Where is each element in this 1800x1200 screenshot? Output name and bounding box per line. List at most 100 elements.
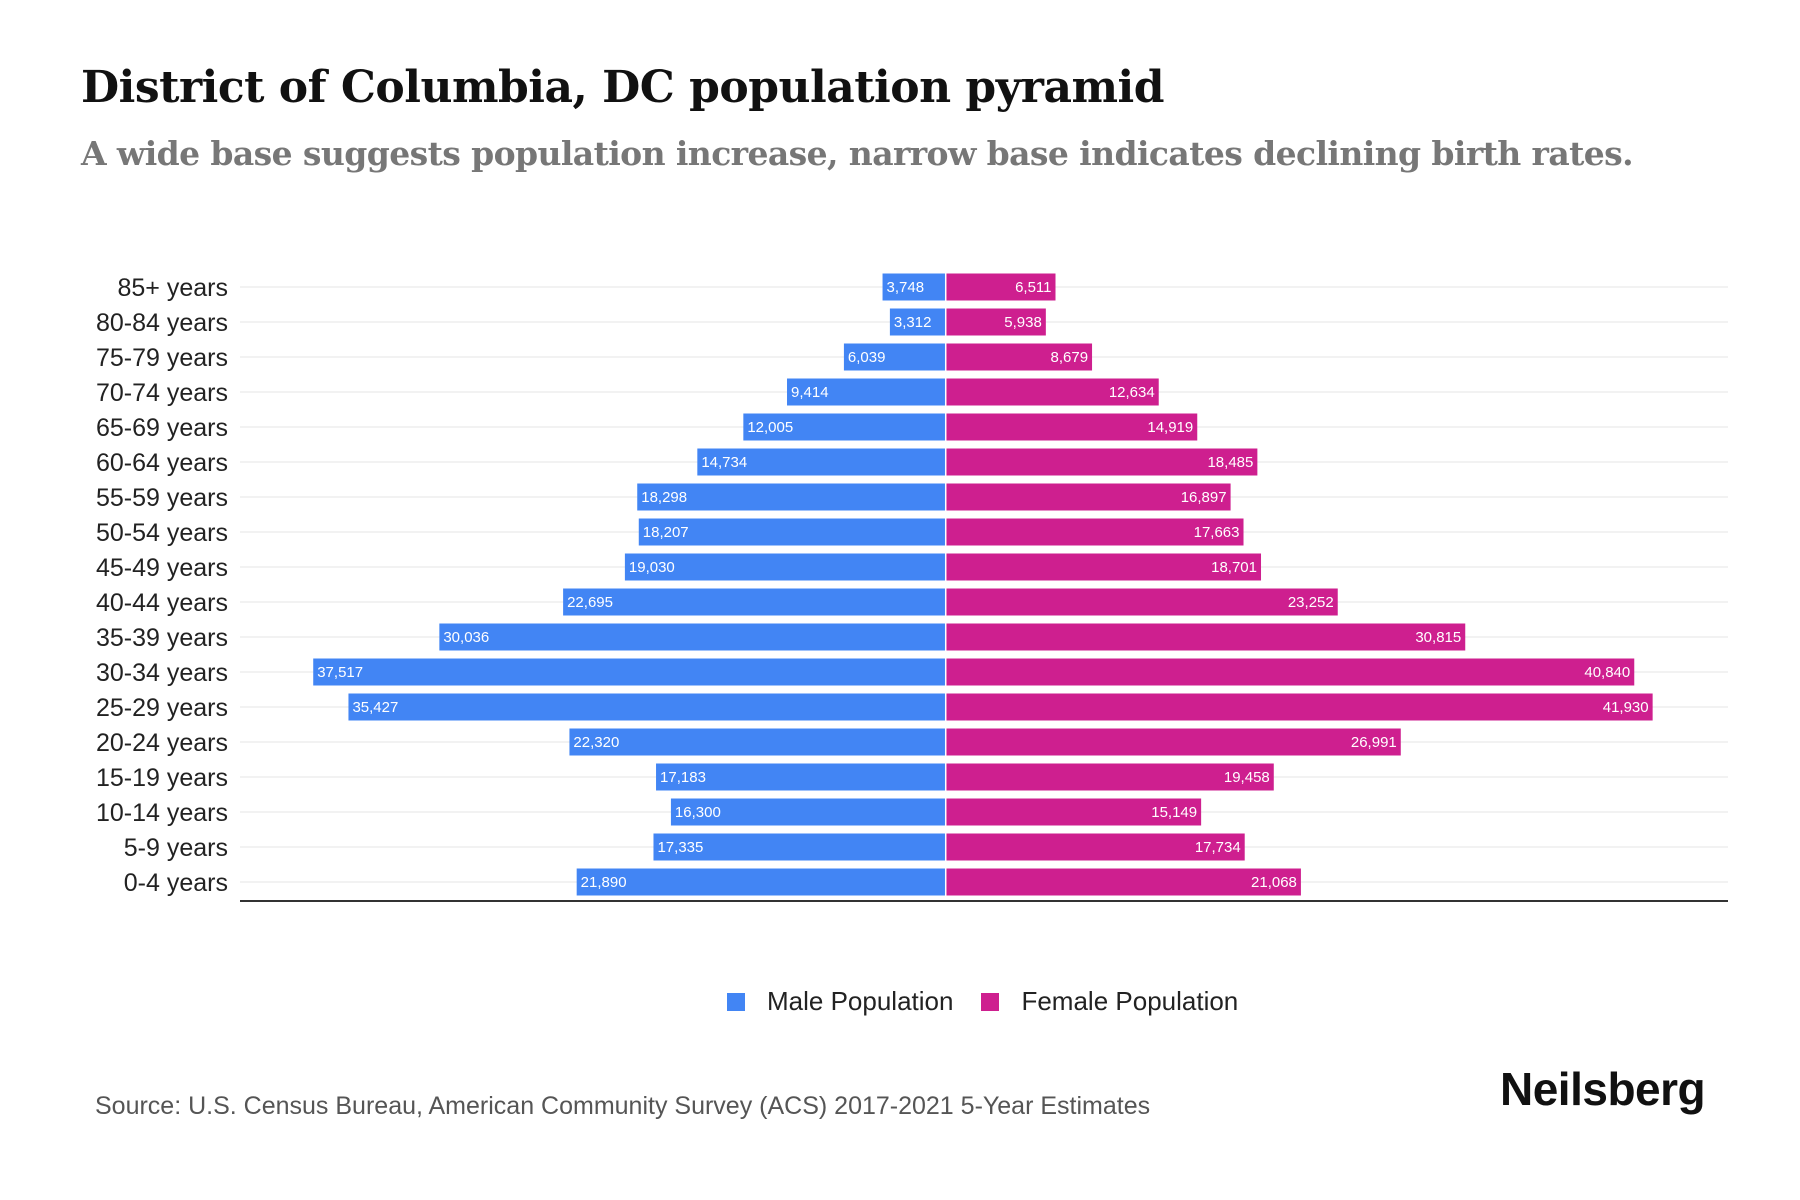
bar-label-female: 41,930 [1603,699,1649,716]
bar-male [787,378,946,406]
bar-female [945,553,1262,581]
row-label: 80-84 years [96,309,228,337]
row-label: 30-34 years [96,659,228,687]
legend-label-male: Male Population [767,986,954,1016]
bar-label-male: 12,005 [747,419,793,436]
bar-label-male: 18,298 [641,489,687,506]
bars: 3,748 6,511 3,312 5,938 6,039 8,679 9,414 12,63… [313,273,1653,896]
bar-female [945,413,1198,441]
legend-item-male[interactable]: Male Population [727,986,953,1017]
bar-female [945,343,1093,371]
bar-label-female: 40,840 [1584,664,1630,681]
bar-label-female: 8,679 [1051,349,1089,366]
bar-label-female: 15,149 [1151,804,1197,821]
bar-label-male: 22,695 [567,594,613,611]
source-note: Source: U.S. Census Bureau, American Com… [95,1092,1151,1120]
bar-label-female: 19,458 [1224,769,1270,786]
bar-label-female: 17,734 [1195,839,1241,856]
row-label: 5-9 years [124,834,228,862]
row-label: 55-59 years [96,484,228,512]
row-label: 60-64 years [96,449,228,477]
bar-male [697,448,946,476]
bar-male [439,623,946,651]
row-label: 75-79 years [96,344,228,372]
bar-label-male: 3,748 [887,279,925,296]
bar-label-male: 16,300 [675,804,721,821]
bar-male [569,728,946,756]
bar-label-female: 14,919 [1147,419,1193,436]
row-label: 40-44 years [96,589,228,617]
bar-female [945,833,1245,861]
row-label: 65-69 years [96,414,228,442]
bar-male [743,413,946,441]
bar-label-male: 17,335 [657,839,703,856]
legend-label-female: Female Population [1021,986,1239,1016]
bar-label-female: 12,634 [1109,384,1155,401]
bar-label-male: 6,039 [848,349,886,366]
row-label: 85+ years [118,274,229,302]
bar-female [945,518,1244,546]
row-label: 15-19 years [96,764,228,792]
bar-label-male: 3,312 [894,314,932,331]
row-label: 10-14 years [96,799,228,827]
bar-female [945,273,1056,301]
bar-male [348,693,946,721]
bar-label-female: 6,511 [1015,279,1051,296]
bar-label-female: 30,815 [1415,629,1461,646]
chart-subtitle: A wide base suggests population increase… [81,134,1634,173]
bar-label-male: 30,036 [443,629,489,646]
bar-label-female: 23,252 [1288,594,1334,611]
bar-label-female: 17,663 [1194,524,1240,541]
row-label: 45-49 years [96,554,228,582]
bar-label-female: 21,068 [1251,874,1297,891]
bar-label-male: 9,414 [791,384,829,401]
bar-label-male: 19,030 [629,559,675,576]
row-label: 70-74 years [96,379,228,407]
bar-female [945,728,1401,756]
bar-female [945,868,1301,896]
gridlines [240,286,1728,883]
legend-item-female[interactable]: Female Population [981,986,1238,1017]
bar-label-female: 18,485 [1207,454,1253,471]
row-label: 50-54 years [96,519,228,547]
row-label: 35-39 years [96,624,228,652]
bar-male [843,343,946,371]
chart-title: District of Columbia, DC population pyra… [81,62,1165,113]
legend-swatch-male [727,992,745,1011]
bar-male [563,588,946,616]
bar-female [945,588,1338,616]
bar-female [945,763,1274,791]
bar-female [945,798,1202,826]
bar-label-male: 18,207 [643,524,689,541]
bar-label-female: 26,991 [1351,734,1397,751]
bar-female [945,483,1231,511]
row-label: 0-4 years [124,869,228,897]
row-label: 20-24 years [96,729,228,757]
bar-label-male: 21,890 [581,874,627,891]
bar-label-male: 17,183 [660,769,706,786]
bar-male [637,483,946,511]
bar-male [889,308,946,336]
row-labels: 85+ years 80-84 years 75-79 years 70-74 yea… [96,274,228,897]
bar-label-male: 14,734 [701,454,747,471]
bar-male [656,763,946,791]
bar-female [945,623,1466,651]
bar-female [945,693,1653,721]
legend-swatch-female [981,992,1000,1011]
brand-logo: Neilsberg [1500,1063,1706,1115]
bar-label-female: 5,938 [1004,314,1042,331]
bar-male [624,553,946,581]
bar-male [670,798,946,826]
bar-label-male: 22,320 [573,734,619,751]
bar-female [945,658,1635,686]
bar-male [576,868,946,896]
bar-label-female: 16,897 [1181,489,1227,506]
row-label: 25-29 years [96,694,228,722]
bar-female [945,308,1046,336]
bar-male [882,273,946,301]
bar-male [313,658,946,686]
bar-label-female: 18,701 [1211,559,1257,576]
bar-label-male: 35,427 [352,699,398,716]
bar-male [638,518,946,546]
